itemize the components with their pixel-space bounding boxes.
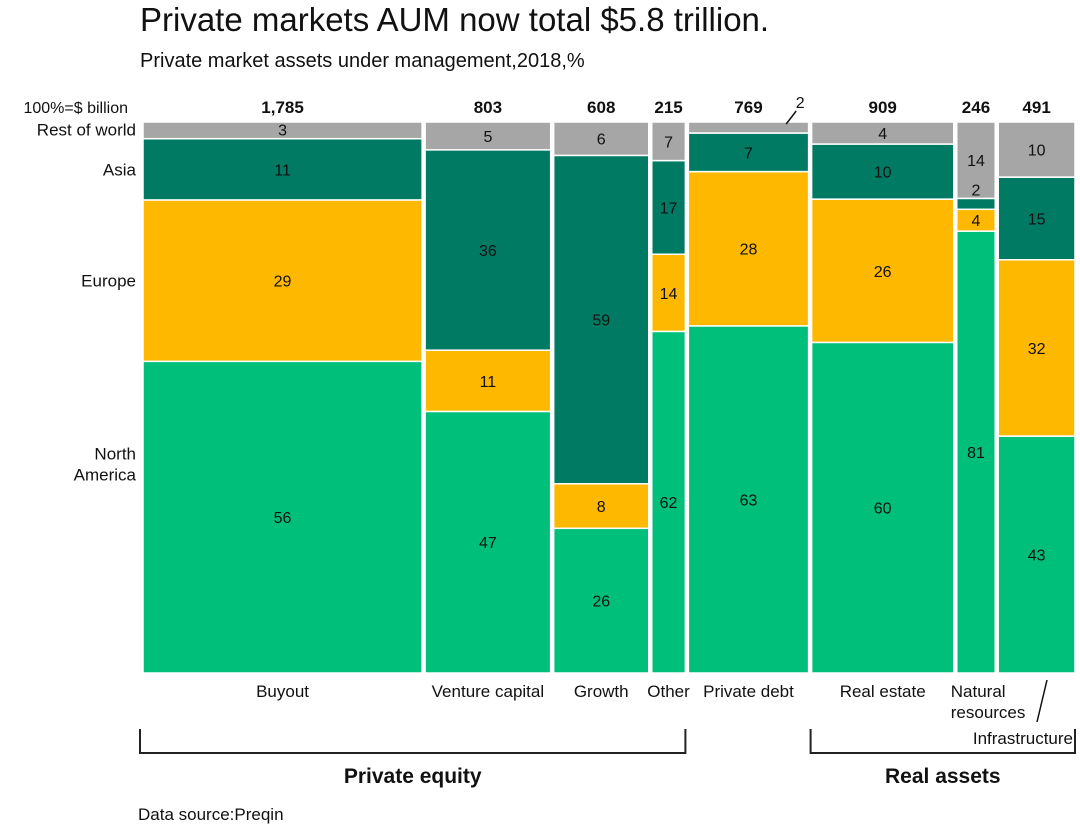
segment-natural-resources-asia bbox=[956, 197, 996, 211]
data-label-natural-resources-europe: 4 bbox=[972, 213, 981, 230]
category-label-natural-resources: Natural resources bbox=[951, 682, 1026, 722]
category-label-growth: Growth bbox=[574, 682, 629, 701]
group-bracket-private-equity bbox=[139, 729, 687, 754]
data-label-buyout-rest-of-world: 3 bbox=[278, 122, 287, 139]
data-label-infrastructure-europe: 32 bbox=[1028, 341, 1046, 358]
total-label-real-estate: 909 bbox=[869, 98, 897, 117]
group-brackets-layer: Private equity Real assets bbox=[139, 729, 1076, 788]
series-label-europe: Europe bbox=[81, 272, 136, 291]
segment-infrastructure-rest-of-world bbox=[997, 121, 1076, 178]
total-label-private-debt: 769 bbox=[734, 98, 762, 117]
series-labels-layer: North America Europe Asia Rest of world bbox=[37, 120, 137, 484]
data-label-infrastructure-asia: 15 bbox=[1028, 211, 1046, 228]
segment-growth-europe bbox=[552, 483, 650, 530]
leader-line-private-debt-rest-of-world bbox=[785, 110, 797, 125]
segment-real-estate-rest-of-world bbox=[810, 121, 955, 145]
data-label-growth-asia: 59 bbox=[592, 313, 610, 330]
segment-buyout-north-america bbox=[142, 360, 423, 674]
data-label-other-rest-of-world: 7 bbox=[664, 134, 673, 151]
total-label-growth: 608 bbox=[587, 98, 615, 117]
data-label-real-estate-asia: 10 bbox=[874, 165, 892, 182]
leader-line-infrastructure bbox=[1036, 679, 1048, 723]
segment-buyout-europe bbox=[142, 199, 423, 363]
total-label-infrastructure: 491 bbox=[1022, 98, 1050, 117]
data-label-buyout-north-america: 56 bbox=[274, 510, 292, 527]
data-label-buyout-asia: 11 bbox=[274, 162, 291, 179]
data-label-other-europe: 14 bbox=[660, 286, 678, 303]
segment-infrastructure-asia bbox=[997, 176, 1076, 261]
data-label-venture-capital-asia: 36 bbox=[479, 243, 497, 260]
total-label-buyout: 1,785 bbox=[261, 98, 304, 117]
data-label-growth-north-america: 26 bbox=[592, 594, 610, 611]
data-label-growth-europe: 8 bbox=[597, 499, 606, 516]
data-label-private-debt-rest-of-world: 2 bbox=[796, 95, 805, 112]
data-label-private-debt-europe: 28 bbox=[740, 242, 758, 259]
data-source-note: Data source:Preqin bbox=[138, 805, 284, 824]
total-axis-label: 100%=$ billion bbox=[23, 100, 128, 117]
data-label-venture-capital-europe: 11 bbox=[480, 374, 497, 391]
category-label-other: Other bbox=[647, 682, 690, 701]
group-label-private-equity: Private equity bbox=[344, 765, 482, 788]
totals-layer: 1,785 803 608 215 769 909 246 491 100%=$ billion bbox=[23, 98, 1050, 117]
segment-infrastructure-north-america bbox=[997, 435, 1076, 674]
segment-private-debt-europe bbox=[687, 170, 810, 327]
category-label-real-estate: Real estate bbox=[840, 682, 926, 701]
chart-subtitle: Private market assets under management,2… bbox=[140, 50, 585, 72]
category-labels-layer: Buyout Venture capital Growth Other Private … bbox=[256, 679, 1073, 748]
segment-real-estate-europe bbox=[810, 198, 955, 344]
data-label-venture-capital-north-america: 47 bbox=[479, 535, 497, 552]
data-label-growth-rest-of-world: 6 bbox=[597, 132, 606, 149]
segment-growth-north-america bbox=[552, 527, 650, 674]
data-label-other-asia: 17 bbox=[660, 200, 678, 217]
data-label-natural-resources-asia: 2 bbox=[972, 182, 981, 199]
group-label-real-assets: Real assets bbox=[885, 765, 1001, 788]
segment-private-debt-asia bbox=[687, 132, 810, 173]
data-label-buyout-europe: 29 bbox=[274, 274, 292, 291]
data-labels-layer: 56 29 11 3 47 11 36 5 26 8 59 6 62 14 17 7 63 28 7 2 60 26 10 4… bbox=[274, 95, 1046, 611]
data-label-other-north-america: 62 bbox=[660, 495, 678, 512]
segment-infrastructure-europe bbox=[997, 259, 1076, 437]
series-label-rest-of-world: Rest of world bbox=[37, 120, 136, 139]
segment-natural-resources-north-america bbox=[956, 230, 996, 674]
series-label-north-america: North America bbox=[74, 445, 137, 485]
segment-real-estate-north-america bbox=[810, 341, 955, 674]
segment-growth-rest-of-world bbox=[552, 121, 650, 157]
data-label-real-estate-rest-of-world: 4 bbox=[878, 126, 887, 143]
total-label-natural-resources: 246 bbox=[962, 98, 990, 117]
data-label-private-debt-asia: 7 bbox=[744, 145, 753, 162]
data-label-natural-resources-rest-of-world: 14 bbox=[967, 153, 985, 170]
category-label-venture-capital: Venture capital bbox=[432, 682, 544, 701]
group-bracket-real-assets bbox=[809, 729, 1076, 754]
segment-other-rest-of-world bbox=[651, 121, 687, 162]
data-label-real-estate-north-america: 60 bbox=[874, 501, 892, 518]
category-label-buyout: Buyout bbox=[256, 682, 309, 701]
segment-other-asia bbox=[651, 159, 687, 255]
segment-other-north-america bbox=[651, 330, 687, 674]
segment-buyout-rest-of-world bbox=[142, 121, 423, 140]
segment-venture-capital-rest-of-world bbox=[424, 121, 552, 151]
data-label-natural-resources-north-america: 81 bbox=[967, 445, 985, 462]
series-label-asia: Asia bbox=[103, 160, 137, 179]
category-label-infrastructure: Infrastructure bbox=[973, 729, 1073, 748]
data-label-venture-capital-rest-of-world: 5 bbox=[483, 129, 492, 146]
segment-buyout-asia bbox=[142, 137, 423, 201]
data-label-private-debt-north-america: 63 bbox=[740, 492, 758, 509]
data-label-real-estate-europe: 26 bbox=[874, 264, 892, 281]
category-label-private-debt: Private debt bbox=[703, 682, 794, 701]
segment-private-debt-rest-of-world bbox=[687, 121, 810, 134]
total-label-other: 215 bbox=[654, 98, 682, 117]
data-label-infrastructure-rest-of-world: 10 bbox=[1028, 143, 1046, 160]
data-label-infrastructure-north-america: 43 bbox=[1028, 548, 1046, 565]
segment-other-europe bbox=[651, 253, 687, 333]
segments-layer bbox=[142, 121, 1076, 674]
segment-natural-resources-rest-of-world bbox=[956, 121, 996, 200]
total-label-venture-capital: 803 bbox=[474, 98, 502, 117]
segment-venture-capital-asia bbox=[424, 149, 552, 351]
chart-title: Private markets AUM now total $5.8 trill… bbox=[140, 1, 770, 38]
segment-private-debt-north-america bbox=[687, 325, 810, 674]
